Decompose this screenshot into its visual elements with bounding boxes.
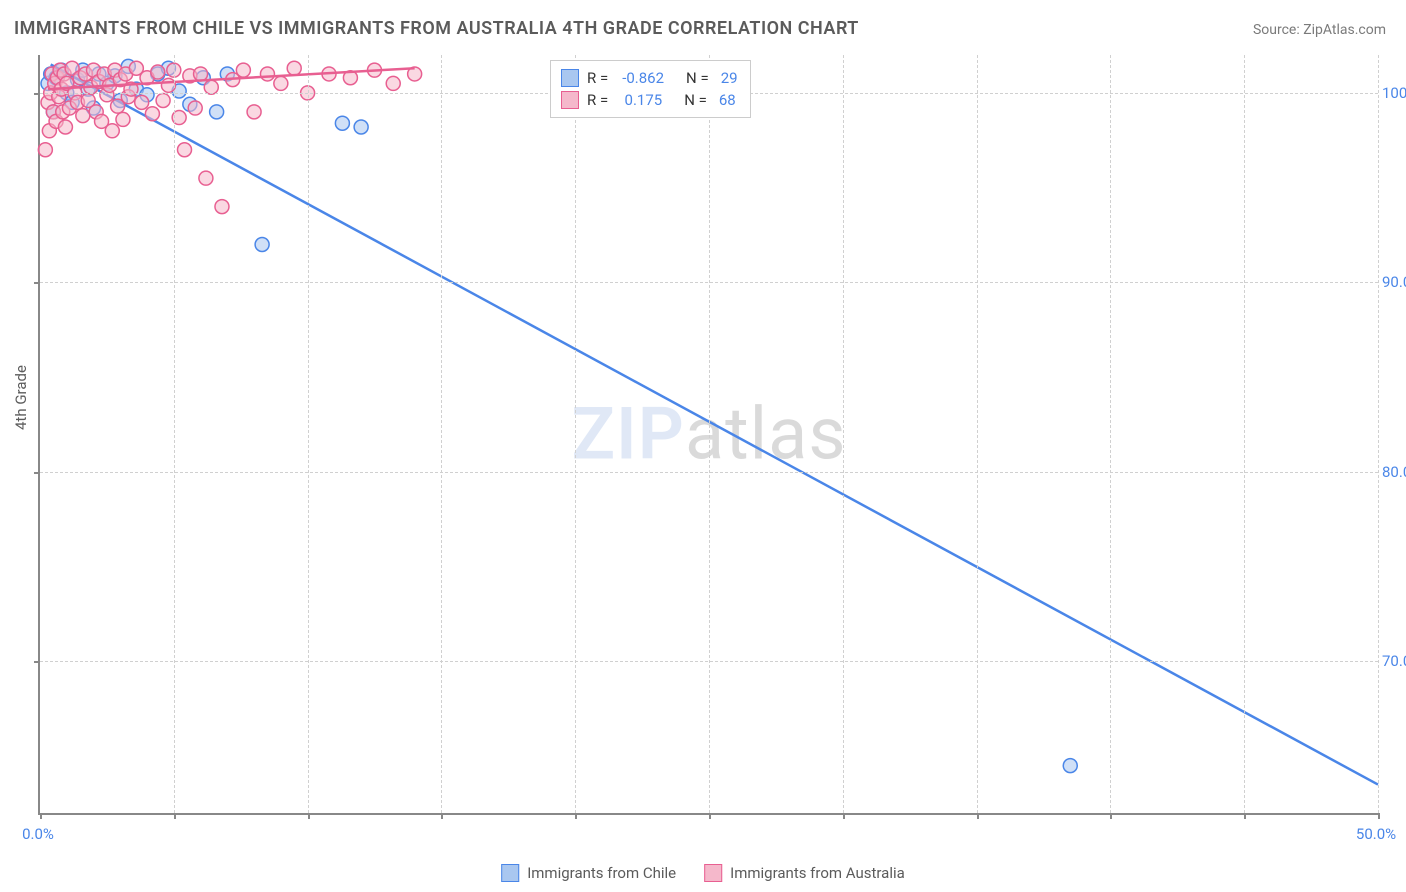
gridline-v bbox=[843, 55, 844, 813]
gridline-v bbox=[575, 55, 576, 813]
stat-r-label: R = bbox=[587, 67, 608, 89]
data-point bbox=[188, 101, 202, 115]
y-tick bbox=[34, 282, 40, 284]
source-attribution: Source: ZipAtlas.com bbox=[1253, 22, 1386, 38]
data-point bbox=[199, 171, 213, 185]
regression-line bbox=[51, 64, 1378, 784]
stat-r-label: R = bbox=[587, 89, 608, 111]
gridline-v bbox=[174, 55, 175, 813]
legend-label: Immigrants from Australia bbox=[730, 864, 905, 882]
x-tick bbox=[575, 813, 577, 819]
y-tick bbox=[34, 661, 40, 663]
x-tick bbox=[1110, 813, 1112, 819]
data-point bbox=[274, 76, 288, 90]
data-point bbox=[105, 124, 119, 138]
x-tick bbox=[843, 813, 845, 819]
legend-row: R = -0.862 N = 29 bbox=[561, 67, 738, 89]
x-tick bbox=[977, 813, 979, 819]
x-tick bbox=[709, 813, 711, 819]
legend-item: Immigrants from Chile bbox=[501, 864, 676, 882]
x-tick bbox=[1378, 813, 1380, 819]
stat-r-value: 0.175 bbox=[616, 89, 668, 111]
data-point bbox=[236, 63, 250, 77]
data-point bbox=[255, 238, 269, 252]
stat-n-value: 68 bbox=[715, 89, 736, 111]
legend-label: Immigrants from Chile bbox=[527, 864, 676, 882]
data-point bbox=[58, 120, 72, 134]
gridline-v bbox=[1244, 55, 1245, 813]
series-legend: Immigrants from Chile Immigrants from Aus… bbox=[501, 864, 905, 882]
gridline-v bbox=[441, 55, 442, 813]
gridline-v bbox=[1110, 55, 1111, 813]
y-tick bbox=[34, 472, 40, 474]
data-point bbox=[247, 105, 261, 119]
x-tick-label: 0.0% bbox=[22, 825, 54, 843]
legend-swatch bbox=[561, 91, 579, 109]
legend-item: Immigrants from Australia bbox=[704, 864, 905, 882]
x-tick bbox=[441, 813, 443, 819]
legend-swatch bbox=[704, 864, 722, 882]
stat-n-value: 29 bbox=[717, 67, 738, 89]
y-tick-label: 100.0% bbox=[1382, 84, 1406, 102]
plot-area: ZIPatlas bbox=[38, 55, 1378, 815]
data-point bbox=[194, 67, 208, 81]
data-point bbox=[215, 200, 229, 214]
data-point bbox=[1063, 759, 1077, 773]
data-point bbox=[260, 67, 274, 81]
gridline-v bbox=[1378, 55, 1379, 813]
gridline-v bbox=[977, 55, 978, 813]
legend-swatch bbox=[561, 69, 579, 87]
stat-r-value: -0.862 bbox=[616, 67, 670, 89]
data-point bbox=[287, 61, 301, 75]
chart-title: IMMIGRANTS FROM CHILE VS IMMIGRANTS FROM… bbox=[14, 18, 859, 39]
y-tick-label: 90.0% bbox=[1382, 273, 1406, 291]
correlation-legend: R = -0.862 N = 29 R = 0.175 N = 68 bbox=[550, 60, 751, 118]
gridline-v bbox=[709, 55, 710, 813]
data-point bbox=[386, 76, 400, 90]
x-tick bbox=[174, 813, 176, 819]
data-point bbox=[156, 93, 170, 107]
legend-row: R = 0.175 N = 68 bbox=[561, 89, 738, 111]
stat-n-label: N = bbox=[676, 89, 707, 111]
y-tick-label: 70.0% bbox=[1382, 652, 1406, 670]
x-tick-label: 50.0% bbox=[1356, 825, 1396, 843]
chart-container: IMMIGRANTS FROM CHILE VS IMMIGRANTS FROM… bbox=[0, 0, 1406, 892]
y-tick-label: 80.0% bbox=[1382, 463, 1406, 481]
data-point bbox=[178, 143, 192, 157]
data-point bbox=[210, 105, 224, 119]
legend-swatch bbox=[501, 864, 519, 882]
source-name: ZipAtlas.com bbox=[1303, 22, 1386, 38]
x-tick bbox=[1244, 813, 1246, 819]
data-point bbox=[354, 120, 368, 134]
data-point bbox=[76, 109, 90, 123]
source-label: Source: bbox=[1253, 22, 1303, 38]
y-tick bbox=[34, 93, 40, 95]
gridline-v bbox=[308, 55, 309, 813]
stat-n-label: N = bbox=[678, 67, 709, 89]
y-axis-title: 4th Grade bbox=[12, 365, 30, 430]
data-point bbox=[145, 107, 159, 121]
data-point bbox=[151, 65, 165, 79]
x-tick bbox=[308, 813, 310, 819]
data-point bbox=[335, 116, 349, 130]
data-point bbox=[38, 143, 52, 157]
x-tick bbox=[40, 813, 42, 819]
data-point bbox=[116, 112, 130, 126]
data-point bbox=[135, 95, 149, 109]
